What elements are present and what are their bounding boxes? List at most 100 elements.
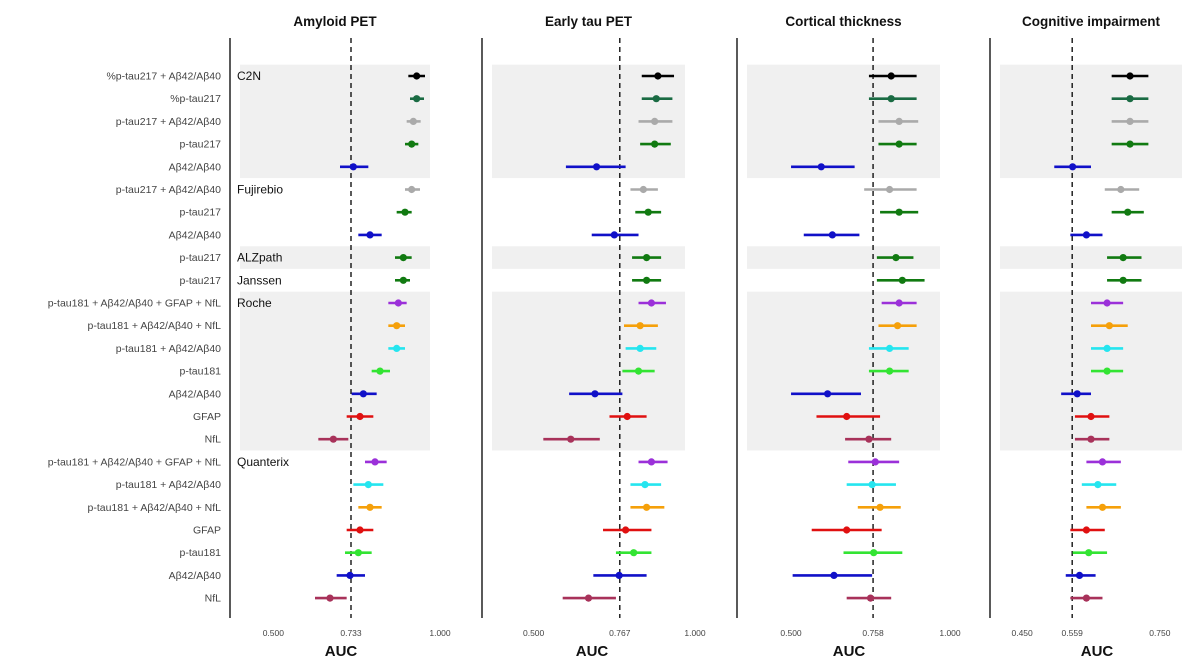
panel-title: Cognitive impairment [1022, 14, 1161, 29]
point-estimate [866, 594, 875, 602]
point-estimate [1103, 367, 1111, 375]
x-tick-label: 1.000 [429, 628, 451, 638]
point-estimate [1087, 412, 1095, 421]
row-label: p-tau217 [180, 139, 222, 151]
point-estimate [865, 435, 873, 443]
point-estimate [871, 458, 879, 466]
panel: Early tau PET 0.500 0.767 1.000 [481, 14, 706, 638]
point-estimate [413, 95, 421, 103]
point-estimate [366, 231, 374, 239]
point-estimate [843, 412, 851, 421]
point-estimate [887, 72, 895, 80]
row-label: Aβ42/Aβ40 [169, 388, 222, 400]
point-estimate [1103, 299, 1111, 307]
panel: Cortical thickness 0.500 0.758 1.000 [736, 14, 961, 638]
point-estimate [413, 72, 421, 80]
point-estimate [1069, 163, 1077, 171]
point-estimate [326, 594, 334, 602]
point-estimate [366, 503, 374, 511]
point-estimate [1119, 254, 1127, 262]
row-label: p-tau181 [180, 547, 222, 559]
point-estimate [636, 344, 644, 352]
point-estimate [885, 185, 894, 194]
point-estimate [1098, 503, 1107, 511]
point-estimate [647, 458, 656, 466]
x-axis-title: AUC [833, 643, 866, 660]
row-labels: %p-tau217 + Aβ42/Aβ40 %p-tau217 p-tau217 +… [48, 71, 221, 605]
row-label: p-tau181 + Aβ42/Aβ40 + GFAP + NfL [48, 298, 221, 310]
point-estimate [1126, 140, 1134, 148]
x-axis-title: AUC [325, 643, 358, 660]
point-estimate [642, 254, 651, 262]
point-estimate [1085, 549, 1093, 557]
point-estimate [885, 344, 894, 352]
point-estimate [354, 549, 362, 557]
point-estimate [1087, 435, 1095, 443]
point-estimate [393, 344, 401, 352]
x-tick-label: 0.559 [1062, 628, 1084, 638]
point-estimate [636, 322, 644, 330]
point-estimate [893, 322, 902, 330]
point-estimate [356, 412, 364, 421]
shaded-band [747, 246, 940, 269]
row-label: p-tau217 + Aβ42/Aβ40 [116, 116, 221, 128]
group-label: C2N [237, 69, 261, 83]
row-label: p-tau181 + Aβ42/Aβ40 [116, 479, 221, 491]
row-label: %p-tau217 + Aβ42/Aβ40 [106, 71, 221, 83]
point-estimate [898, 276, 906, 284]
point-estimate [408, 185, 416, 194]
point-estimate [364, 481, 372, 489]
point-estimate [644, 208, 652, 216]
point-estimate [1105, 322, 1113, 330]
row-label: p-tau181 + Aβ42/Aβ40 [116, 343, 221, 355]
row-label: p-tau181 + Aβ42/Aβ40 + NfL [87, 320, 221, 332]
point-estimate [651, 140, 659, 148]
point-estimate [887, 95, 895, 103]
point-estimate [1082, 231, 1091, 239]
point-estimate [371, 458, 379, 466]
point-estimate [359, 390, 367, 398]
point-estimate [639, 185, 647, 194]
x-tick-label: 0.767 [609, 628, 631, 638]
point-estimate [1126, 117, 1134, 125]
group-label: ALZpath [237, 251, 282, 265]
point-estimate [592, 163, 601, 171]
point-estimate [1073, 390, 1081, 398]
point-estimate [394, 299, 402, 307]
x-tick-label: 0.750 [1149, 628, 1171, 638]
row-label: GFAP [193, 411, 221, 423]
row-label: Aβ42/Aβ40 [169, 161, 222, 173]
point-estimate [1126, 72, 1134, 80]
point-estimate [641, 481, 649, 489]
shaded-band [240, 246, 430, 269]
point-estimate [830, 571, 838, 580]
point-estimate [610, 231, 618, 239]
row-label: p-tau217 [180, 275, 222, 287]
row-label: Aβ42/Aβ40 [169, 229, 222, 241]
x-tick-label: 0.500 [263, 628, 285, 638]
point-estimate [567, 435, 575, 443]
x-tick-label: 0.733 [340, 628, 362, 638]
shaded-band [492, 291, 685, 451]
point-estimate [393, 322, 401, 330]
row-label: p-tau181 + Aβ42/Aβ40 + NfL [87, 502, 221, 514]
shaded-band [747, 291, 940, 451]
point-estimate [1103, 344, 1111, 352]
point-estimate [1117, 185, 1125, 194]
row-label: Aβ42/Aβ40 [169, 570, 222, 582]
point-estimate [399, 276, 407, 284]
point-estimate [843, 526, 851, 534]
point-estimate [346, 571, 354, 580]
point-estimate [642, 276, 651, 284]
group-label: Fujirebio [237, 183, 283, 197]
row-label: p-tau217 [180, 252, 222, 264]
point-estimate [870, 549, 878, 557]
panel: Amyloid PET 0.500 0.733 1.000 C2N Fujirebio AL… [229, 14, 451, 638]
point-estimate [1082, 594, 1091, 602]
row-label: p-tau181 [180, 366, 222, 378]
row-label: p-tau217 + Aβ42/Aβ40 [116, 184, 221, 196]
point-estimate [376, 367, 384, 375]
group-label: Janssen [237, 273, 282, 287]
point-estimate [622, 526, 630, 534]
